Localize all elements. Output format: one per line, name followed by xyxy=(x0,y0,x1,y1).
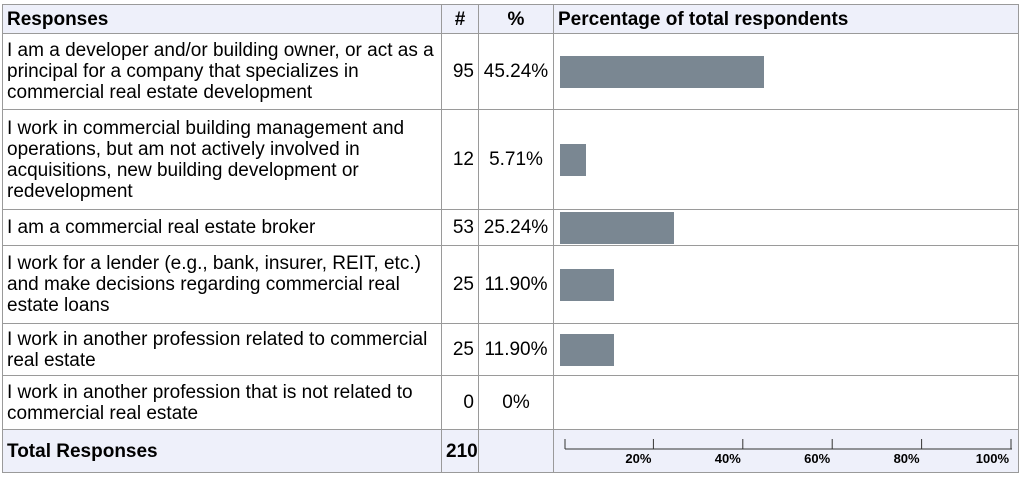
bar-cell xyxy=(553,375,1019,430)
response-label: I work in another profession that is not… xyxy=(2,375,442,430)
axis-tick-label: 20% xyxy=(625,451,651,466)
bar-cell xyxy=(553,323,1019,376)
response-label: I am a commercial real estate broker xyxy=(2,209,442,246)
response-label: I am a developer and/or building owner, … xyxy=(2,33,442,110)
bar-1 xyxy=(560,143,586,176)
survey-results-table: Responses # % Percentage of total respon… xyxy=(2,4,1019,473)
bar-3 xyxy=(560,268,614,301)
table-row: I work in another profession related to … xyxy=(2,323,1019,376)
response-percent: 5.71% xyxy=(478,109,554,210)
axis-tick-label: 80% xyxy=(894,451,920,466)
response-label: I work in another profession related to … xyxy=(2,323,442,376)
bar-cell xyxy=(553,109,1019,210)
bar-cell xyxy=(553,33,1019,110)
bar-0 xyxy=(560,55,765,88)
count-header: # xyxy=(441,4,479,34)
percent-header: % xyxy=(478,4,554,34)
table-row: I am a commercial real estate broker 53 … xyxy=(2,209,1019,246)
total-count: 210 xyxy=(441,429,479,473)
table-row: I work in commercial building management… xyxy=(2,109,1019,210)
percent-axis: 20% 40% 60% 80% 100% xyxy=(564,439,1012,466)
bar-cell xyxy=(553,209,1019,246)
bar-cell xyxy=(553,245,1019,324)
response-count: 0 xyxy=(441,375,479,430)
response-percent: 45.24% xyxy=(478,33,554,110)
axis-tick-label: 40% xyxy=(715,451,741,466)
bar-4 xyxy=(560,333,614,366)
table-row: I am a developer and/or building owner, … xyxy=(2,33,1019,110)
response-label: I work in commercial building management… xyxy=(2,109,442,210)
header-row: Responses # % Percentage of total respon… xyxy=(2,4,1019,34)
response-count: 53 xyxy=(441,209,479,246)
chart-title: Percentage of total respondents xyxy=(553,4,1019,34)
response-count: 95 xyxy=(441,33,479,110)
total-percent-empty xyxy=(478,429,554,473)
table-row: I work for a lender (e.g., bank, insurer… xyxy=(2,245,1019,324)
total-row: Total Responses 210 20% 40% 60% 80% 100% xyxy=(2,429,1019,473)
response-percent: 11.90% xyxy=(478,245,554,324)
axis-cell: 20% 40% 60% 80% 100% xyxy=(553,429,1019,473)
response-count: 25 xyxy=(441,245,479,324)
total-label: Total Responses xyxy=(2,429,442,473)
response-count: 12 xyxy=(441,109,479,210)
response-label: I work for a lender (e.g., bank, insurer… xyxy=(2,245,442,324)
response-percent: 11.90% xyxy=(478,323,554,376)
bar-2 xyxy=(560,211,675,244)
responses-header: Responses xyxy=(2,4,442,34)
table-row: I work in another profession that is not… xyxy=(2,375,1019,430)
axis-tick-label: 60% xyxy=(804,451,830,466)
response-count: 25 xyxy=(441,323,479,376)
response-percent: 25.24% xyxy=(478,209,554,246)
axis-tick-label: 100% xyxy=(976,451,1010,466)
response-percent: 0% xyxy=(478,375,554,430)
